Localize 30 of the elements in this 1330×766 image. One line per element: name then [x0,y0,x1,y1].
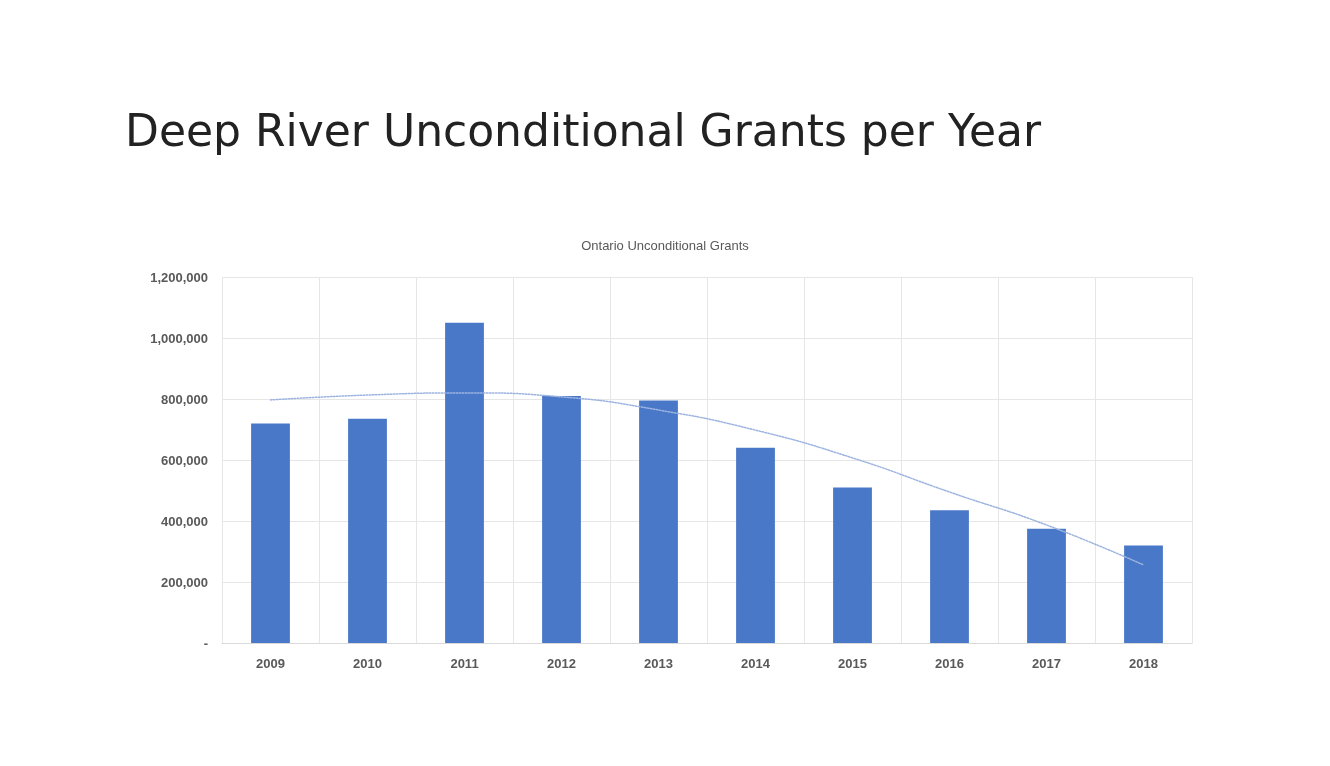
bar [833,487,872,643]
bar [445,322,484,643]
bar [1124,545,1163,643]
y-tick-label: - [203,635,208,651]
x-tick-label: 2012 [547,656,576,671]
x-tick-label: 2011 [450,656,479,671]
bar [736,447,775,643]
bar [348,418,387,643]
bar [930,510,969,643]
x-tick-label: 2014 [741,656,771,671]
y-tick-label: 1,000,000 [150,330,208,346]
bar [542,395,581,643]
x-tick-label: 2015 [838,656,867,671]
chart-title: Deep River Unconditional Grants per Year [125,104,1042,156]
y-tick-label: 600,000 [161,452,208,468]
bar [639,400,678,643]
bar [1027,528,1066,643]
y-tick-label: 400,000 [161,513,208,529]
x-tick-label: 2009 [256,656,285,671]
x-tick-label: 2016 [935,656,964,671]
y-tick-label: 800,000 [161,391,208,407]
chart-subtitle: Ontario Unconditional Grants [581,238,750,253]
x-tick-label: 2017 [1032,656,1061,671]
x-tick-label: 2010 [353,656,382,671]
y-tick-label: 200,000 [161,574,208,590]
line-series [269,392,1145,566]
x-tick-label: 2018 [1129,656,1158,671]
x-tick-label: 2013 [644,656,673,671]
y-tick-label: 1,200,000 [150,269,208,285]
bar [251,423,290,643]
